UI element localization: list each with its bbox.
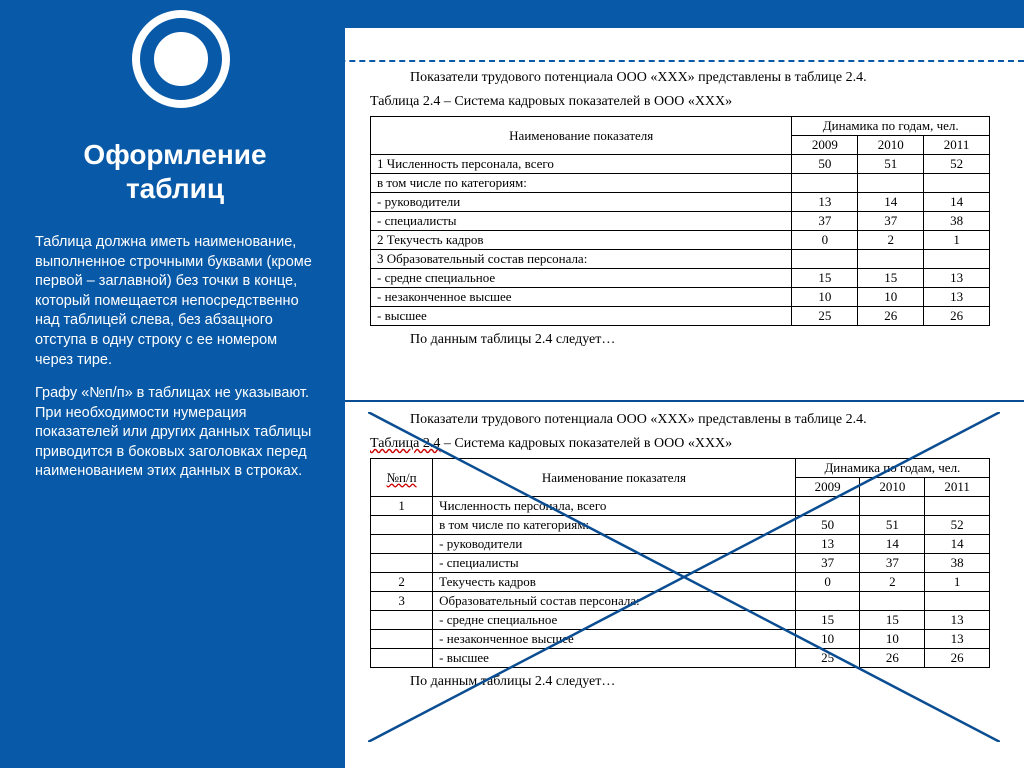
caption-num: Таблица 2.4 — [370, 436, 440, 451]
th-year: 2011 — [924, 136, 990, 155]
horizontal-divider — [345, 400, 1024, 402]
intro-text-2: Показатели трудового потенциала ООО «ХХХ… — [370, 412, 1000, 428]
table-row: - высшее252626 — [371, 307, 990, 326]
th-year: 2010 — [860, 478, 925, 497]
th-dyn: Динамика по годам, чел. — [795, 459, 989, 478]
table-row: 3 Образовательный состав персонала: — [371, 250, 990, 269]
table-caption-1: Таблица 2.4 – Система кадровых показател… — [370, 94, 1000, 110]
th-year: 2010 — [858, 136, 924, 155]
after-text-2: По данным таблицы 2.4 следует… — [370, 674, 1000, 690]
th-year: 2009 — [795, 478, 860, 497]
example-incorrect: Показатели трудового потенциала ООО «ХХХ… — [360, 412, 1010, 690]
after-text-1: По данным таблицы 2.4 следует… — [370, 332, 1000, 348]
intro-text-1: Показатели трудового потенциала ООО «ХХХ… — [370, 70, 1000, 86]
table-row: 3Образовательный состав персонала: — [371, 592, 990, 611]
table-incorrect: №п/п Наименование показателя Динамика по… — [370, 458, 990, 668]
table-row: - средне специальное151513 — [371, 269, 990, 288]
table-row: в том числе по категориям: — [371, 174, 990, 193]
th-name: Наименование показателя — [433, 459, 796, 497]
table-correct: Наименование показателя Динамика по года… — [370, 116, 990, 326]
table-row: 1Численность персонала, всего — [371, 497, 990, 516]
table-row: - незаконченное высшее101013 — [371, 288, 990, 307]
th-year: 2009 — [792, 136, 858, 155]
slide-para-2: Графу «№п/п» в таблицах не указывают. Пр… — [35, 384, 315, 482]
slide-title: Оформление таблиц — [35, 138, 315, 205]
table-row: - высшее252626 — [371, 649, 990, 668]
sidebar: Оформление таблиц Таблица должна иметь н… — [0, 28, 345, 768]
circle-badge — [140, 18, 222, 100]
table-row: - специалисты373738 — [371, 212, 990, 231]
table-row: - средне специальное151513 — [371, 611, 990, 630]
th-dyn: Динамика по годам, чел. — [792, 117, 990, 136]
table-row: - руководители131414 — [371, 535, 990, 554]
top-bar — [0, 0, 1024, 28]
table-row: 2 Текучесть кадров021 — [371, 231, 990, 250]
table-row: - руководители131414 — [371, 193, 990, 212]
table-row: - специалисты373738 — [371, 554, 990, 573]
example-correct: Показатели трудового потенциала ООО «ХХХ… — [360, 70, 1010, 348]
caption-rest: – Система кадровых показателей в ООО «ХХ… — [440, 436, 732, 451]
table-row: в том числе по категориям:505152 — [371, 516, 990, 535]
th-name: Наименование показателя — [371, 117, 792, 155]
th-num: №п/п — [371, 459, 433, 497]
th-year: 2011 — [925, 478, 990, 497]
table-row: - незаконченное высшее101013 — [371, 630, 990, 649]
table-caption-2: Таблица 2.4 – Система кадровых показател… — [370, 436, 1000, 452]
table-row: 2Текучесть кадров021 — [371, 573, 990, 592]
table-row: 1 Численность персонала, всего505152 — [371, 155, 990, 174]
slide-para-1: Таблица должна иметь наименование, выпол… — [35, 233, 315, 370]
